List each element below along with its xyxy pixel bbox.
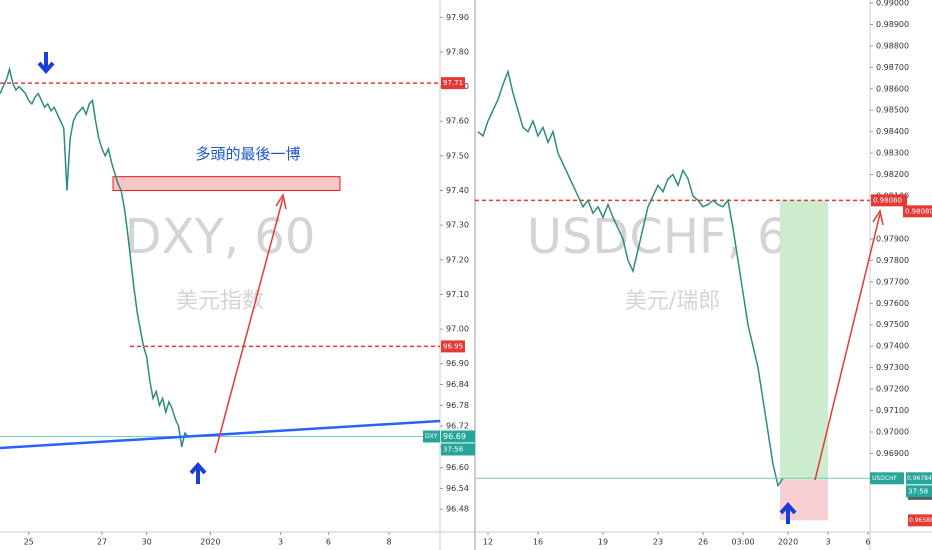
y-tick-label: 96.54 [446, 484, 469, 493]
y-tick-label: 0.98500 [876, 106, 909, 115]
last-price-tag [906, 472, 932, 485]
price-line [0, 66, 189, 448]
y-tick-label: 0.98900 [876, 20, 909, 29]
y-tick-label: 97.40 [446, 186, 469, 195]
x-tick-label: 16 [533, 538, 543, 547]
price-line [477, 69, 784, 488]
blue-arrow-down [37, 52, 55, 75]
y-tick-label: 0.98400 [876, 127, 909, 136]
annotation-text: 多頭的最後一博 [195, 145, 300, 163]
y-tick-label: 96.84 [446, 380, 469, 389]
y-tick-label: 0.97100 [876, 406, 909, 415]
level-tag [871, 194, 907, 207]
y-tick-label: 0.97200 [876, 385, 909, 394]
y-tick-label: 97.00 [446, 325, 469, 334]
blue-arrow-up [189, 461, 207, 484]
price-tag [908, 514, 932, 527]
last-price-name: DXY [425, 433, 438, 440]
countdown: 37:58 [908, 487, 928, 495]
y-tick-label: 0.98600 [876, 84, 909, 93]
y-tick-label: 97.50 [446, 151, 469, 160]
y-tick-label: 96.90 [446, 359, 469, 368]
y-tick-label: 0.97800 [876, 256, 909, 265]
forecast-arrow [214, 197, 284, 454]
level-tag [441, 340, 465, 353]
y-tick-label: 0.99000 [876, 0, 909, 8]
x-tick-label: 2020 [778, 538, 798, 547]
level-tag-label: 0.98080 [873, 196, 902, 204]
x-tick-label: 6 [326, 538, 331, 547]
x-tick-label: 12 [483, 538, 493, 547]
x-tick-label: 8 [386, 538, 391, 547]
y-tick-label: 97.10 [446, 290, 469, 299]
y-tick-label: 96.72 [446, 422, 469, 431]
annotation-box [112, 176, 341, 192]
y-tick-label: 96.48 [446, 505, 469, 514]
forecast-arrow [814, 213, 881, 481]
y-tick-label: 97.20 [446, 255, 469, 264]
x-tick-label: 03:00 [731, 538, 754, 547]
y-tick-label: 97.90 [446, 13, 469, 22]
last-price-tag [441, 430, 475, 443]
x-tick-label: 27 [97, 538, 107, 547]
level-tag-label: 96.95 [443, 342, 463, 350]
last-price-name-box [423, 430, 440, 443]
y-tick-label: 0.98700 [876, 63, 909, 72]
target-zone [780, 200, 828, 480]
y-tick-label: 0.97400 [876, 342, 909, 351]
x-tick-label: 25 [24, 538, 34, 547]
last-price-label: 96.69 [443, 432, 466, 441]
y-tick-label: 0.98300 [876, 149, 909, 158]
y-tick-label: 0.96900 [876, 449, 909, 458]
x-tick-label: 30 [142, 538, 152, 547]
level-tag-label: 97.71 [443, 79, 463, 87]
blue-arrow-up [779, 501, 797, 524]
y-tick-label: 0.97500 [876, 320, 909, 329]
arrow-head [275, 193, 287, 210]
x-tick-label: 3 [278, 538, 283, 547]
x-tick-label: 3 [825, 538, 830, 547]
y-tick-label: 0.97300 [876, 363, 909, 372]
x-tick-label: 2020 [200, 538, 220, 547]
watermark-subtitle: 美元/瑞郎 [625, 289, 720, 314]
last-price-name: USDCHF [872, 475, 898, 482]
countdown-box [906, 485, 932, 498]
price-tag-label: 0.98080 [905, 207, 932, 215]
watermark-title: USDCHF, 60 [527, 209, 818, 265]
y-tick-label: 97.80 [446, 47, 469, 56]
y-tick-label: 97.30 [446, 221, 469, 230]
last-price-label: 0.96784 [907, 475, 932, 482]
x-tick-label: 23 [653, 538, 663, 547]
countdown: 37:58 [443, 445, 463, 453]
price-tag [903, 205, 932, 218]
y-tick-label: 0.98200 [876, 170, 909, 179]
y-tick-label: 0.97000 [876, 427, 909, 436]
watermark-subtitle: 美元指数 [176, 289, 264, 314]
y-tick-label: 96.60 [446, 463, 469, 472]
price-tag-label: 0.96588 [909, 517, 932, 524]
x-tick-label: 6 [865, 538, 870, 547]
x-tick-label: 26 [698, 538, 708, 547]
level-tag [441, 77, 465, 90]
x-tick-label: 19 [598, 538, 608, 547]
countdown-box [441, 443, 475, 456]
y-tick-label: 0.97700 [876, 277, 909, 286]
watermark-title: DXY, 60 [125, 209, 316, 265]
y-tick-label: 96.78 [446, 401, 469, 410]
last-price-name-box [870, 472, 904, 485]
y-tick-label: 97.60 [446, 117, 469, 126]
arrow-head [872, 209, 884, 226]
y-tick-label: 0.97600 [876, 299, 909, 308]
y-tick-label: 0.97900 [876, 234, 909, 243]
y-tick-label: 0.98800 [876, 41, 909, 50]
